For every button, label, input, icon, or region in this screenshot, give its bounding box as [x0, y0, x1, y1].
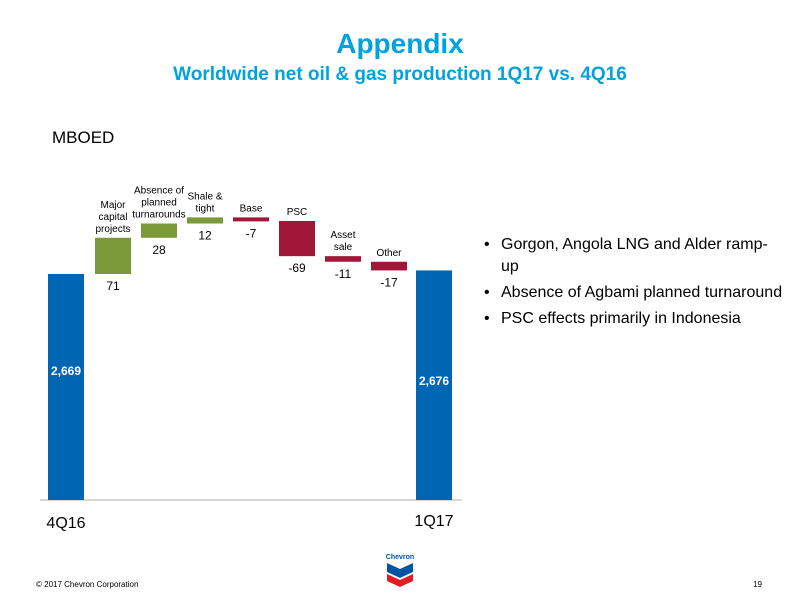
bar-end-total: [416, 270, 452, 500]
bullet-dot-icon: •: [484, 284, 490, 301]
x-category-label: tight: [196, 203, 215, 214]
x-category-label: turnarounds: [132, 210, 185, 221]
data-label-start: 2,669: [51, 364, 81, 378]
data-label-step: -11: [335, 267, 352, 281]
x-category-label: Other: [376, 248, 402, 259]
copyright-text: © 2017 Chevron Corporation: [36, 580, 139, 589]
bar-start-total: [48, 274, 84, 500]
x-category-label: planned: [141, 198, 177, 209]
x-category-label: PSC: [287, 207, 308, 218]
data-label-step: 71: [106, 279, 120, 293]
bullet-dot-icon: •: [484, 310, 490, 327]
bullet-item: • Absence of Agbami planned turnaround: [484, 282, 784, 304]
bar-step-shale-tight: [187, 217, 223, 224]
chevron-emblem-icon: [387, 563, 413, 587]
bullet-item: • PSC effects primarily in Indonesia: [484, 308, 784, 330]
x-category-label: Asset: [330, 230, 355, 241]
bullet-text: Absence of Agbami planned turnaround: [501, 284, 783, 301]
data-label-step: 12: [198, 229, 212, 243]
page-subtitle: Worldwide net oil & gas production 1Q17 …: [173, 64, 627, 85]
x-tick-label-start: 4Q16: [46, 515, 85, 532]
bar-step-major-capital-projects: [95, 237, 131, 274]
x-category-label: Major: [100, 200, 126, 211]
x-category-label: Base: [240, 203, 263, 214]
bar-step-psc: [279, 220, 315, 257]
page-title: Appendix: [336, 28, 464, 59]
chevron-logo: Chevron: [375, 554, 425, 588]
bar-step-base: [233, 217, 269, 222]
y-axis-unit-label: MBOED: [52, 128, 115, 147]
data-label-step: -17: [380, 275, 398, 289]
data-label-step: -69: [288, 261, 306, 275]
x-tick-label-end: 1Q17: [414, 513, 453, 530]
data-label-end: 2,676: [419, 374, 449, 388]
x-category-label: Shale &: [187, 191, 222, 202]
bar-step-asset-sale: [325, 256, 361, 262]
x-category-label: capital: [99, 212, 128, 223]
bullet-text: Gorgon, Angola LNG and Alder ramp-up: [501, 236, 768, 275]
bullet-list: • Gorgon, Angola LNG and Alder ramp-up • A…: [484, 234, 784, 334]
bar-step-other: [371, 261, 407, 271]
data-label-step: -7: [246, 226, 257, 240]
logo-wordmark: Chevron: [385, 554, 415, 561]
bar-step-absence-of-planned-turnarounds: [141, 223, 177, 238]
x-category-label: projects: [95, 224, 130, 235]
x-category-label: sale: [334, 242, 353, 253]
bullet-text: PSC effects primarily in Indonesia: [501, 310, 741, 327]
bullet-item: • Gorgon, Angola LNG and Alder ramp-up: [484, 234, 784, 278]
data-label-step: 28: [152, 243, 166, 257]
x-category-label: Absence of: [134, 186, 184, 197]
bullet-dot-icon: •: [484, 236, 490, 253]
page-number: 19: [753, 580, 762, 589]
